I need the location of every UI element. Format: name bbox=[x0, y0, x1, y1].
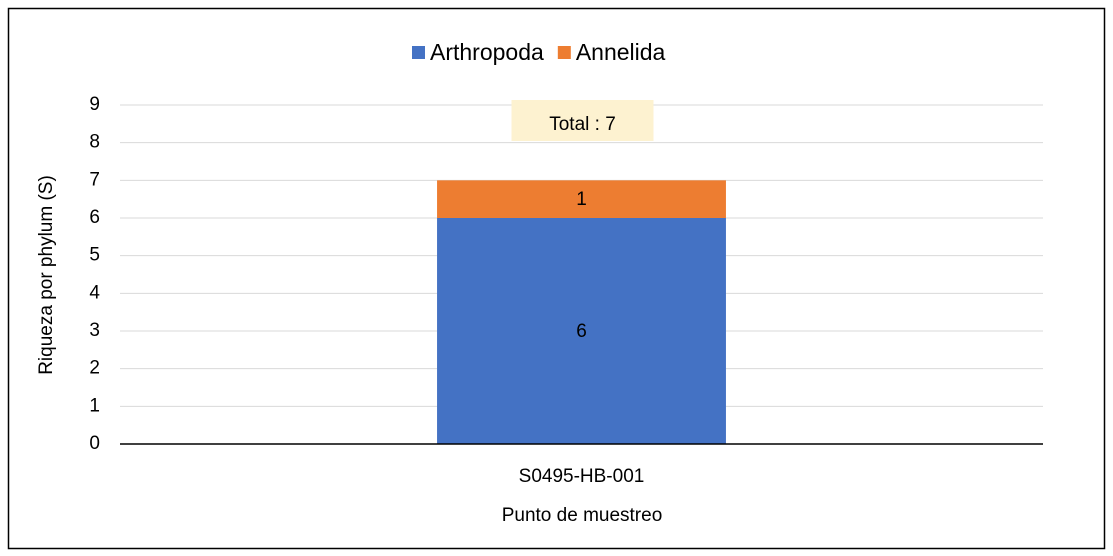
y-tick-label: 4 bbox=[89, 282, 100, 303]
data-label: 6 bbox=[576, 321, 587, 342]
annotation-box bbox=[511, 100, 654, 141]
y-tick-label: 6 bbox=[89, 207, 100, 228]
y-tick-label: 8 bbox=[89, 132, 100, 153]
legend-swatch bbox=[412, 46, 425, 59]
y-tick-label: 9 bbox=[89, 94, 100, 115]
legend-label: Annelida bbox=[576, 39, 666, 65]
y-tick-label: 3 bbox=[89, 320, 100, 341]
y-tick-label: 5 bbox=[89, 245, 100, 266]
annotation: Total : 7 bbox=[549, 114, 616, 135]
legend-label: Arthropoda bbox=[430, 39, 544, 65]
y-tick-label: 7 bbox=[89, 169, 100, 190]
y-tick-label: 0 bbox=[89, 433, 100, 454]
data-label: 1 bbox=[576, 189, 587, 210]
x-tick-label: S0495-HB-001 bbox=[519, 466, 645, 487]
bar-segment bbox=[437, 180, 726, 218]
x-axis-title: Punto de muestreo bbox=[502, 505, 663, 526]
y-tick-label: 1 bbox=[89, 395, 100, 416]
y-axis-title: Riqueza por phylum (S) bbox=[36, 175, 57, 375]
bar-segment bbox=[437, 218, 726, 444]
legend-swatch bbox=[557, 46, 571, 59]
y-tick-label: 2 bbox=[89, 358, 100, 379]
